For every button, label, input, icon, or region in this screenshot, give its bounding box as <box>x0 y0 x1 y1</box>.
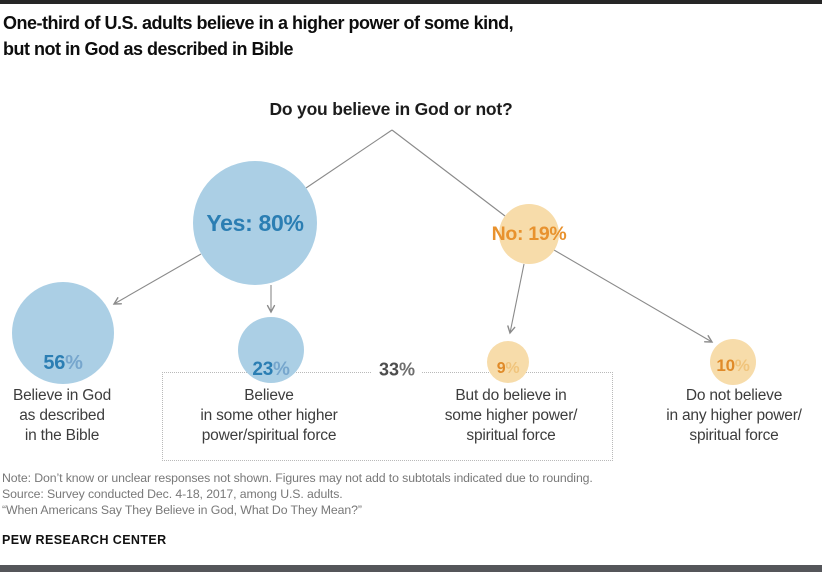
percent-sign: % <box>505 360 520 377</box>
footer-notes: Note: Don’t know or unclear responses no… <box>2 471 593 518</box>
bubble-no-higher-power: 10% <box>710 339 756 385</box>
percent-sign: % <box>272 359 290 380</box>
footer-quote: “When Americans Say They Believe in God,… <box>2 502 362 517</box>
bottom-bar <box>0 565 822 572</box>
brand: PEW RESEARCH CENTER <box>2 533 167 547</box>
percent-sign: % <box>65 352 83 374</box>
caption-believe-bible: Believe in God as described in the Bible <box>12 387 112 444</box>
line-root-to-yes <box>305 129 393 189</box>
bubble-no: No: 19% <box>492 204 567 264</box>
caption-no-but-higher-power: But do believe in some higher power/ spi… <box>444 387 578 444</box>
bubble-no-higher-power-value: 10% <box>716 356 750 375</box>
percent-sign: % <box>734 356 750 375</box>
chart-title-line-1: One-third of U.S. adults believe in a hi… <box>3 13 514 33</box>
arrow-no-to-10 <box>553 249 714 343</box>
footer-source: Source: Survey conducted Dec. 4-18, 2017… <box>2 486 343 501</box>
bubble-no-label: No: 19% <box>491 222 567 245</box>
caption-other-higher-power: Believe in some other higher power/spiri… <box>200 387 338 444</box>
bubble-no-but-higher-power: 9% <box>487 341 529 383</box>
chart-title: One-third of U.S. adults believe in a hi… <box>3 10 514 62</box>
top-accent-bar <box>0 0 822 4</box>
bubble-believe-bible-value: 56% <box>43 352 83 374</box>
bubble-no-but-higher-power-value: 9% <box>496 360 520 377</box>
bubble-other-higher-power: 23% <box>238 317 304 383</box>
arrow-no-to-9 <box>507 263 525 335</box>
chart-title-line-2: but not in God as described in Bible <box>3 39 294 59</box>
percent-sign: % <box>399 359 416 380</box>
bubble-believe-bible: 56% <box>12 282 114 384</box>
bubble-yes-label: Yes: 80% <box>206 209 304 236</box>
line-root-to-no <box>391 129 506 217</box>
footer-note: Note: Don’t know or unclear responses no… <box>2 471 593 485</box>
bubble-other-higher-power-value: 23% <box>252 359 290 380</box>
subtotal-label: 33% <box>371 359 423 381</box>
arrow-yes-to-56 <box>112 253 202 305</box>
caption-no-higher-power: Do not believe in any higher power/ spir… <box>666 387 802 444</box>
question-label: Do you believe in God or not? <box>269 99 513 119</box>
bubble-yes: Yes: 80% <box>193 161 317 285</box>
